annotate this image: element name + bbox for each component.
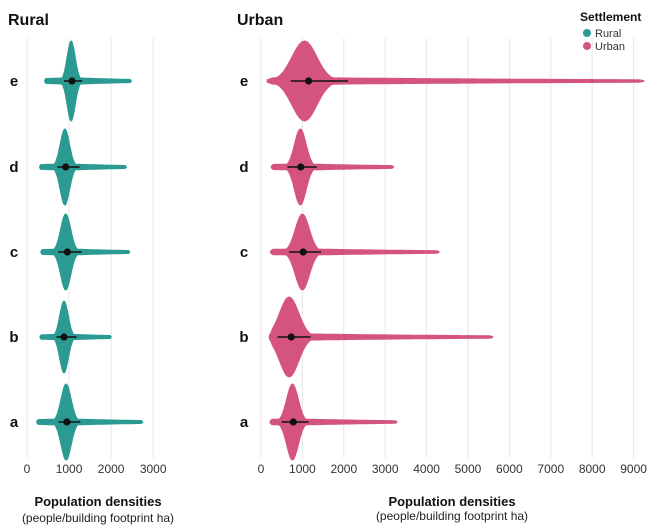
rural-median-point-b bbox=[60, 333, 68, 341]
rural-violin-c bbox=[40, 213, 131, 291]
urban-violin-e bbox=[266, 40, 645, 122]
urban-category-labels: e d c b a bbox=[239, 73, 248, 431]
urban-x-tick-label: 9000 bbox=[620, 462, 647, 476]
urban-category-label-d: d bbox=[239, 159, 248, 176]
rural-category-labels: e d c b a bbox=[9, 73, 18, 431]
urban-x-tick-label: 4000 bbox=[413, 462, 440, 476]
rural-category-label-c: c bbox=[10, 244, 18, 261]
legend-swatch-urban bbox=[583, 42, 591, 50]
rural-x-tick-label: 2000 bbox=[98, 462, 125, 476]
rural-median-point-c bbox=[63, 248, 71, 256]
rural-x-axis-label: Population densities bbox=[34, 494, 161, 509]
urban-violin-c bbox=[270, 213, 440, 291]
urban-violin-d bbox=[270, 128, 394, 206]
rural-gridlines bbox=[26, 38, 154, 458]
urban-violins bbox=[266, 40, 645, 461]
urban-x-tick-label: 1000 bbox=[289, 462, 316, 476]
rural-violin-e bbox=[44, 40, 132, 122]
urban-violin-a bbox=[269, 383, 398, 461]
rural-category-label-a: a bbox=[10, 414, 19, 431]
rural-violin-d bbox=[39, 128, 127, 206]
rural-x-tick-label: 1000 bbox=[56, 462, 83, 476]
urban-x-tick-label: 6000 bbox=[496, 462, 523, 476]
urban-x-tick-label: 3000 bbox=[372, 462, 399, 476]
urban-x-tick-labels: 0 1000 2000 3000 4000 5000 6000 7000 8000 9000 bbox=[258, 462, 648, 476]
urban-x-tick-label: 5000 bbox=[455, 462, 482, 476]
urban-category-label-e: e bbox=[240, 73, 248, 90]
urban-x-tick-label: 8000 bbox=[579, 462, 606, 476]
rural-category-label-b: b bbox=[9, 329, 18, 346]
rural-category-label-d: d bbox=[9, 159, 18, 176]
legend-swatch-rural bbox=[583, 29, 591, 37]
rural-violin-a bbox=[36, 383, 144, 461]
urban-violin-b bbox=[268, 296, 494, 378]
urban-median-point-c bbox=[299, 248, 307, 256]
rural-median-point-d bbox=[62, 163, 70, 171]
urban-x-tick-label: 7000 bbox=[537, 462, 564, 476]
urban-median-point-e bbox=[305, 77, 313, 85]
rural-x-axis-sublabel: (people/building footprint ha) bbox=[22, 511, 174, 525]
urban-x-tick-label: 2000 bbox=[330, 462, 357, 476]
urban-median-point-b bbox=[287, 333, 295, 341]
rural-median-point-e bbox=[68, 77, 76, 85]
urban-panel: Urban e d c b a 0 1000 2000 3000 4000 5000 6000 700… bbox=[237, 12, 647, 523]
rural-violins bbox=[36, 40, 144, 461]
urban-category-label-c: c bbox=[240, 244, 248, 261]
legend-label-urban: Urban bbox=[595, 41, 625, 53]
rural-panel: Rural e d c b a 0 1000 2000 3000 Population den… bbox=[8, 12, 174, 525]
urban-x-axis-label: Population densities bbox=[388, 494, 515, 509]
urban-category-label-a: a bbox=[240, 414, 249, 431]
rural-x-tick-label: 0 bbox=[24, 462, 31, 476]
urban-median-point-d bbox=[297, 163, 305, 171]
urban-x-tick-label: 0 bbox=[258, 462, 265, 476]
urban-median-point-a bbox=[289, 418, 297, 426]
rural-category-label-e: e bbox=[10, 73, 18, 90]
urban-x-axis-sublabel: (people/building footprint ha) bbox=[376, 509, 528, 523]
legend: Settlement Rural Urban bbox=[580, 10, 641, 53]
rural-x-tick-labels: 0 1000 2000 3000 bbox=[24, 462, 167, 476]
rural-x-tick-label: 3000 bbox=[140, 462, 167, 476]
urban-panel-title: Urban bbox=[237, 12, 283, 29]
legend-label-rural: Rural bbox=[595, 28, 621, 40]
legend-title: Settlement bbox=[580, 10, 641, 24]
rural-panel-title: Rural bbox=[8, 12, 49, 29]
urban-category-label-b: b bbox=[239, 329, 248, 346]
urban-gridlines bbox=[260, 38, 635, 458]
rural-median-point-a bbox=[63, 418, 71, 426]
